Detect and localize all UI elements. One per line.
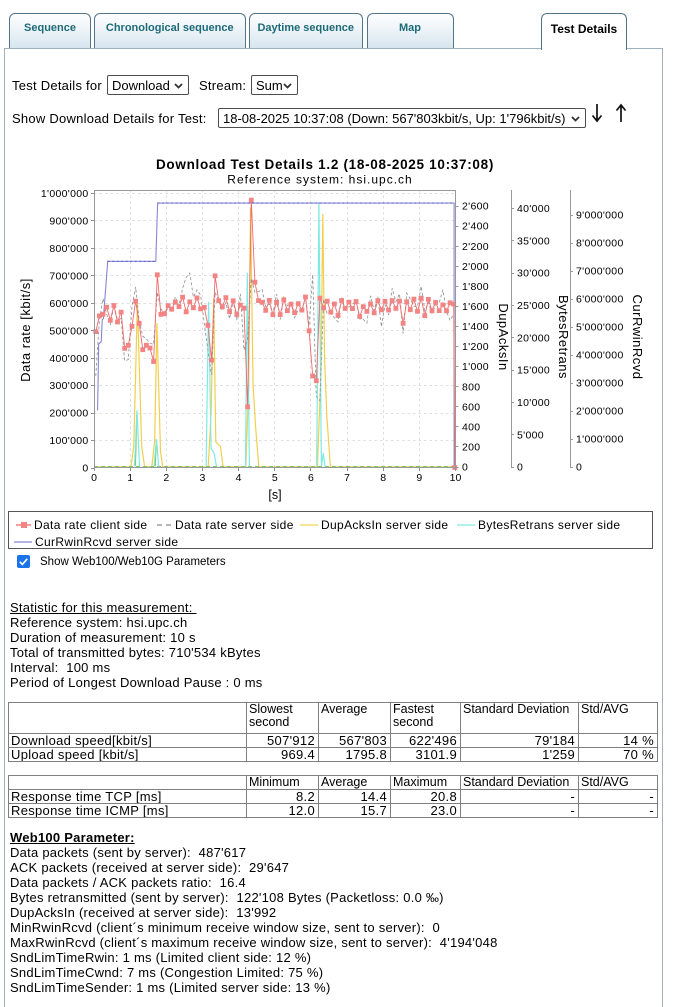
svg-text:5: 5 <box>272 472 278 484</box>
svg-text:BytesRetrans server side: BytesRetrans server side <box>478 518 620 532</box>
svg-text:500'000: 500'000 <box>49 325 88 337</box>
svg-text:CurRwinRcvd server side: CurRwinRcvd server side <box>35 535 178 549</box>
svg-text:2'400: 2'400 <box>462 221 489 233</box>
svg-text:8: 8 <box>380 472 386 484</box>
svg-text:20'000: 20'000 <box>517 332 550 344</box>
svg-text:1'000'000: 1'000'000 <box>576 434 624 446</box>
svg-text:Download Test Details 1.2 (18-: Download Test Details 1.2 (18-08-2025 10… <box>156 157 494 172</box>
svg-text:4'000'000: 4'000'000 <box>576 350 624 362</box>
svg-text:[s]: [s] <box>268 488 281 502</box>
svg-text:900'000: 900'000 <box>49 216 88 228</box>
svg-text:800'000: 800'000 <box>49 243 88 255</box>
svg-text:9'000'000: 9'000'000 <box>576 210 624 222</box>
svg-text:6'000'000: 6'000'000 <box>576 294 624 306</box>
svg-text:Reference system: hsi.upc.ch: Reference system: hsi.upc.ch <box>227 173 412 187</box>
svg-text:5'000'000: 5'000'000 <box>576 322 624 334</box>
svg-text:DupAcksIn server side: DupAcksIn server side <box>321 518 448 532</box>
svg-text:30'000: 30'000 <box>517 268 550 280</box>
svg-text:15'000: 15'000 <box>517 365 550 377</box>
svg-text:4: 4 <box>236 472 242 484</box>
svg-text:1'800: 1'800 <box>462 281 489 293</box>
svg-text:Data rate [kbit/s]: Data rate [kbit/s] <box>18 278 33 382</box>
svg-text:DupAcksIn: DupAcksIn <box>496 303 511 370</box>
svg-text:0: 0 <box>91 472 97 484</box>
svg-text:1'600: 1'600 <box>462 301 489 313</box>
svg-text:8'000'000: 8'000'000 <box>576 238 624 250</box>
svg-text:10'000: 10'000 <box>517 397 550 409</box>
svg-text:200'000: 200'000 <box>49 408 88 420</box>
svg-text:Data rate client side: Data rate client side <box>34 518 147 532</box>
svg-text:BytesRetrans: BytesRetrans <box>556 295 571 379</box>
svg-text:7: 7 <box>344 472 350 484</box>
svg-text:400'000: 400'000 <box>49 353 88 365</box>
svg-text:600: 600 <box>462 401 480 413</box>
svg-text:600'000: 600'000 <box>49 298 88 310</box>
svg-text:40'000: 40'000 <box>517 203 550 215</box>
svg-text:CurRwinRcvd: CurRwinRcvd <box>630 295 645 380</box>
svg-text:1'200: 1'200 <box>462 341 489 353</box>
svg-text:2: 2 <box>163 472 169 484</box>
svg-text:2'000'000: 2'000'000 <box>576 406 624 418</box>
svg-text:2'000: 2'000 <box>462 261 489 273</box>
svg-text:2'600: 2'600 <box>462 201 489 213</box>
svg-text:1: 1 <box>127 472 133 484</box>
svg-text:300'000: 300'000 <box>49 380 88 392</box>
svg-text:0: 0 <box>517 462 523 474</box>
svg-text:0: 0 <box>82 463 88 475</box>
svg-text:7'000'000: 7'000'000 <box>576 266 624 278</box>
svg-text:700'000: 700'000 <box>49 271 88 283</box>
svg-text:1'000: 1'000 <box>462 361 489 373</box>
svg-text:800: 800 <box>462 381 480 393</box>
svg-text:0: 0 <box>576 462 582 474</box>
svg-text:0: 0 <box>462 462 468 474</box>
svg-text:1'000'000: 1'000'000 <box>41 188 89 200</box>
svg-text:5'000: 5'000 <box>517 429 544 441</box>
svg-text:3'000'000: 3'000'000 <box>576 378 624 390</box>
svg-text:9: 9 <box>416 472 422 484</box>
svg-text:400: 400 <box>462 421 480 433</box>
svg-text:25'000: 25'000 <box>517 300 550 312</box>
svg-text:200: 200 <box>462 442 480 454</box>
svg-text:Data rate server side: Data rate server side <box>175 518 294 532</box>
svg-text:6: 6 <box>308 472 314 484</box>
svg-text:3: 3 <box>199 472 205 484</box>
svg-text:2'200: 2'200 <box>462 241 489 253</box>
svg-text:1'400: 1'400 <box>462 321 489 333</box>
svg-text:35'000: 35'000 <box>517 235 550 247</box>
svg-text:100'000: 100'000 <box>49 435 88 447</box>
svg-text:10: 10 <box>450 472 462 484</box>
